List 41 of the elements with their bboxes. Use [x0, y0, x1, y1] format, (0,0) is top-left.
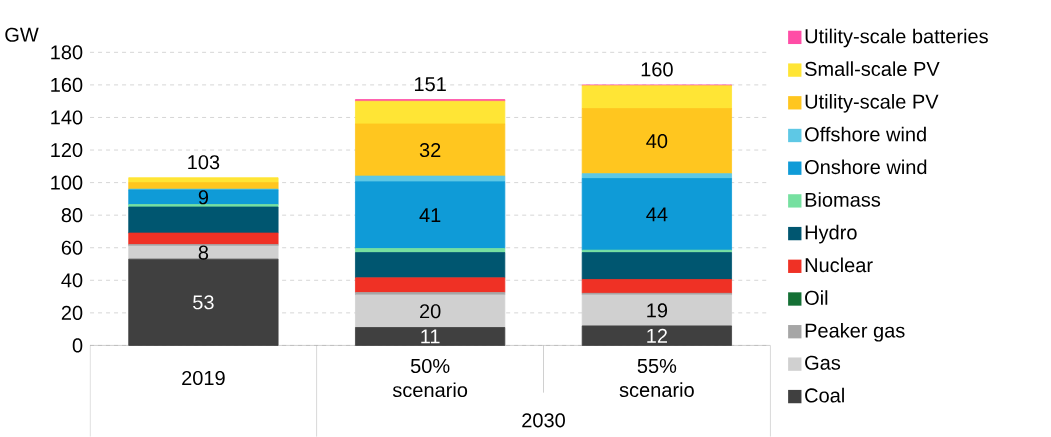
legend-label: Peaker gas	[805, 322, 905, 342]
x-tick-label: 2019	[182, 370, 225, 385]
legend-label: Hydro	[805, 224, 857, 244]
legend-label: Biomass	[805, 191, 881, 207]
y-tick-label: 20	[61, 305, 83, 320]
y-tick-label: 0	[72, 338, 83, 353]
y-tick-label: 120	[51, 142, 83, 157]
legend-label: Offshore wind	[805, 126, 926, 142]
data-label: 53	[193, 294, 214, 310]
total-label: 103	[188, 154, 220, 170]
legend-label: Utility-scale PV	[805, 93, 939, 113]
data-label: 12	[647, 328, 667, 343]
y-tick-label: 40	[61, 272, 83, 288]
total-label: 151	[414, 76, 446, 91]
y-tick-label: 100	[51, 175, 83, 190]
data-label: 11	[421, 329, 440, 344]
data-label: 44	[646, 207, 668, 222]
y-tick-label: 160	[51, 77, 83, 92]
data-label: 32	[419, 142, 441, 157]
x-tick-label: 55% scenario	[619, 358, 694, 397]
data-label: 40	[646, 133, 668, 148]
data-label: 20	[420, 303, 441, 319]
legend-label: Coal	[805, 387, 844, 403]
legend-label: Small-scale PV	[805, 61, 940, 76]
y-tick-label: 80	[61, 207, 83, 223]
data-label: 9	[198, 189, 209, 205]
text: 2030	[522, 413, 565, 428]
legend-label: Oil	[805, 290, 828, 305]
x-tick-label: 50% scenario	[392, 358, 468, 397]
y-tick-label: 180	[51, 45, 83, 60]
total-label: 160	[641, 62, 673, 77]
data-label: 8	[198, 245, 209, 260]
data-label: 41	[419, 208, 441, 222]
legend-label: Gas	[805, 355, 841, 370]
data-label: 19	[647, 303, 668, 318]
y-axis-title: GW	[5, 27, 39, 42]
y-tick-label: 60	[61, 240, 83, 255]
legend-label: Utility-scale batteries	[805, 28, 988, 48]
legend-label: Onshore wind	[805, 159, 927, 174]
legend-label: Nuclear	[805, 257, 873, 273]
y-tick-label: 140	[51, 110, 83, 125]
